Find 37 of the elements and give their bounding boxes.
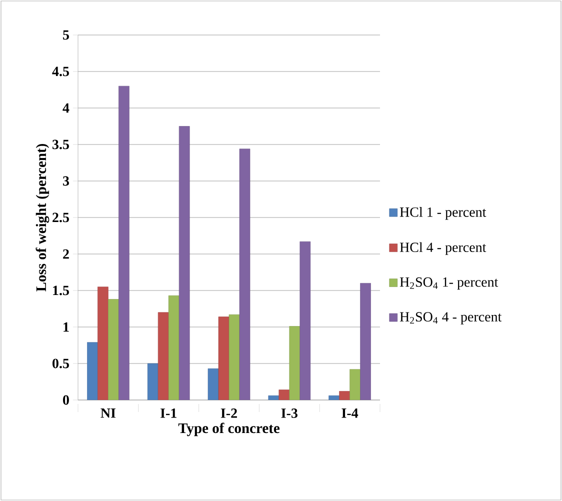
y-tick-label: 3.5: [52, 140, 69, 150]
legend-label: H$_{2}$SO$_{4}$ 4 - percent: [400, 312, 502, 324]
legend-label: H$_{2}$SO$_{4}$ 1- percent: [400, 277, 498, 290]
x-tick-label: NI: [100, 408, 116, 418]
bar: [228, 314, 240, 400]
bar: [239, 148, 250, 400]
y-tick-label: 3: [63, 176, 69, 186]
bar: [168, 295, 180, 400]
bar: [108, 299, 119, 400]
legend-label: HCl 1 - percent: [400, 206, 486, 220]
y-tick-label: 0.5: [52, 358, 69, 368]
bar: [289, 326, 300, 400]
y-tick-label: 4: [62, 103, 70, 113]
bar: [118, 86, 130, 400]
x-tick-label: I-4: [342, 408, 358, 418]
y-tick-label: 2.5: [52, 212, 69, 222]
x-tick-label: I-1: [160, 408, 176, 418]
bar: [350, 369, 360, 400]
bar: [300, 241, 311, 400]
y-tick-label: 5: [63, 30, 69, 40]
y-tick-label: 1.5: [53, 286, 69, 296]
bar: [218, 316, 230, 400]
bar: [98, 286, 108, 400]
y-tick-label: 2: [63, 249, 69, 259]
y-tick-label: 4.5: [52, 66, 69, 76]
bar: [158, 312, 169, 400]
bar: [147, 363, 158, 400]
bar: [360, 283, 371, 400]
bar: [178, 126, 190, 400]
x-tick-label: I-2: [220, 408, 237, 418]
y-tick-label: 0: [63, 395, 69, 405]
x-axis-title: Type of concrete: [178, 422, 280, 436]
legend-label: HCl 4 - percent: [400, 242, 486, 255]
x-tick-label: I-3: [281, 408, 298, 418]
y-tick-label: 1: [64, 322, 69, 332]
bar: [87, 342, 98, 400]
y-axis-title: Loss of weight (percent): [36, 144, 50, 292]
